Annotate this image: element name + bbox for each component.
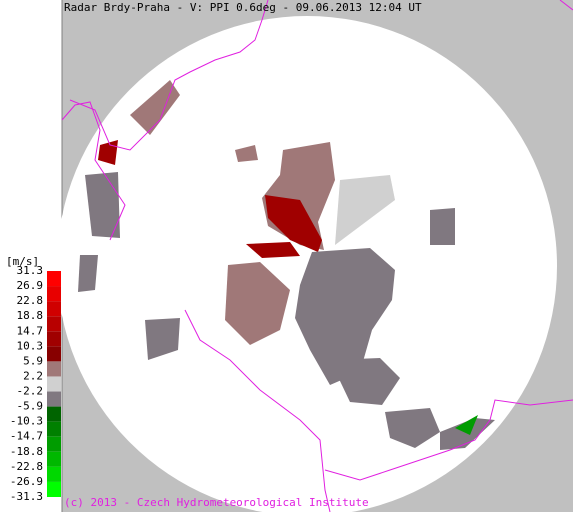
- scale-swatch: [47, 376, 61, 392]
- border-line: [61, 101, 126, 241]
- scale-swatch: [47, 436, 61, 452]
- echo: [330, 358, 400, 405]
- border-line: [324, 399, 573, 481]
- echoes: [78, 80, 495, 450]
- echo: [235, 145, 258, 162]
- title: Radar Brdy-Praha - V: PPI 0.6deg - 09.06…: [64, 1, 422, 14]
- echo: [440, 418, 495, 450]
- scale-swatch: [47, 451, 61, 467]
- scale-swatch: [47, 406, 61, 422]
- scale-swatch: [47, 271, 61, 287]
- echo: [225, 262, 290, 345]
- scale-swatch: [47, 466, 61, 482]
- echo: [78, 255, 98, 292]
- scale-label: 5.9: [23, 354, 43, 367]
- scale-swatch: [47, 481, 61, 497]
- scale-label: 22.8: [17, 294, 44, 307]
- border-line: [559, 0, 573, 11]
- scale-label: 18.8: [17, 309, 44, 322]
- copyright: (c) 2013 - Czech Hydrometeorological Ins…: [64, 496, 369, 509]
- scale-label: -5.9: [17, 400, 44, 413]
- echo: [265, 195, 322, 252]
- scale-swatch: [47, 346, 61, 362]
- scale-swatch: [47, 331, 61, 347]
- scale-label: 14.7: [17, 324, 44, 337]
- scale-label: -31.3: [10, 490, 43, 503]
- radar-range: [57, 16, 557, 512]
- scale-swatch: [47, 316, 61, 332]
- echo: [85, 172, 120, 238]
- borders: [61, 0, 573, 512]
- scale-swatch: [47, 391, 61, 407]
- scale-label: -14.7: [10, 430, 43, 443]
- scale-label: -10.3: [10, 415, 43, 428]
- scale-swatch: [47, 301, 61, 317]
- scale-label: 31.3: [17, 264, 44, 277]
- scale-label: 26.9: [17, 279, 44, 292]
- scale-label: -26.9: [10, 475, 43, 488]
- echo: [385, 408, 440, 448]
- echo: [335, 175, 395, 245]
- echo: [430, 208, 455, 245]
- scale-swatch: [47, 421, 61, 437]
- echo: [455, 415, 478, 435]
- scale-unit: [m/s]: [6, 255, 39, 268]
- echo: [145, 318, 180, 360]
- echo: [246, 242, 300, 258]
- border-line: [184, 309, 331, 512]
- scale-label: -18.8: [10, 445, 43, 458]
- scale-swatch: [47, 286, 61, 302]
- scale-swatch: [47, 361, 61, 377]
- echo: [295, 248, 395, 385]
- echo: [130, 80, 180, 135]
- scale-label: -2.2: [17, 385, 44, 398]
- scale-label: 10.3: [17, 339, 44, 352]
- scale-label: -22.8: [10, 460, 43, 473]
- scale-label: 2.2: [23, 369, 43, 382]
- border-line: [69, 0, 269, 151]
